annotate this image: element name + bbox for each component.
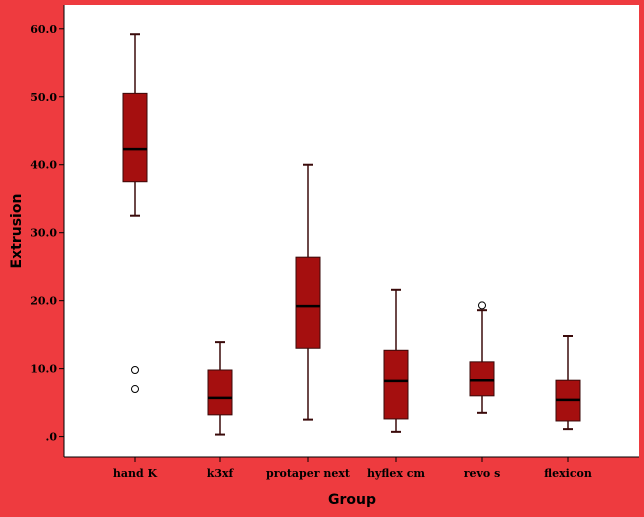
outlier-point <box>131 385 139 394</box>
x-axis-ticks: hand K k3xf protaper next hyflex cm revo s fl… <box>113 457 592 480</box>
plot-area <box>64 5 639 457</box>
y-tick-label: 60.0 <box>30 23 57 36</box>
y-tick-label: 40.0 <box>30 159 57 172</box>
x-tick-label: protaper next <box>266 467 351 480</box>
box-group <box>555 335 581 431</box>
y-tick-label: 10.0 <box>30 363 57 376</box>
iqr-box <box>122 92 148 183</box>
iqr-box <box>383 349 409 420</box>
box-group <box>383 288 409 433</box>
y-tick-label: 30.0 <box>30 227 57 240</box>
boxes-layer <box>122 33 581 436</box>
box-group <box>469 301 495 414</box>
iqr-box <box>207 369 233 416</box>
y-tick-label: .0 <box>46 431 58 444</box>
y-tick-label: 50.0 <box>30 91 57 104</box>
x-axis-title: Group <box>328 492 376 508</box>
outlier-point <box>478 301 486 310</box>
x-tick-label: k3xf <box>207 467 235 480</box>
x-tick-label: hyflex cm <box>367 467 425 480</box>
box-group <box>295 163 321 421</box>
y-axis-ticks: .0 10.0 20.0 30.0 40.0 50.0 60.0 <box>30 23 64 444</box>
box-group <box>207 341 233 436</box>
iqr-box <box>295 256 321 349</box>
x-tick-label: hand K <box>113 467 158 480</box>
box-group <box>122 33 148 394</box>
iqr-box <box>469 361 495 397</box>
x-tick-label: revo s <box>464 467 501 480</box>
y-axis-title: Extrusion <box>9 194 25 269</box>
y-tick-label: 20.0 <box>30 295 57 308</box>
x-tick-label: flexicon <box>544 467 592 480</box>
outlier-point <box>131 365 139 374</box>
